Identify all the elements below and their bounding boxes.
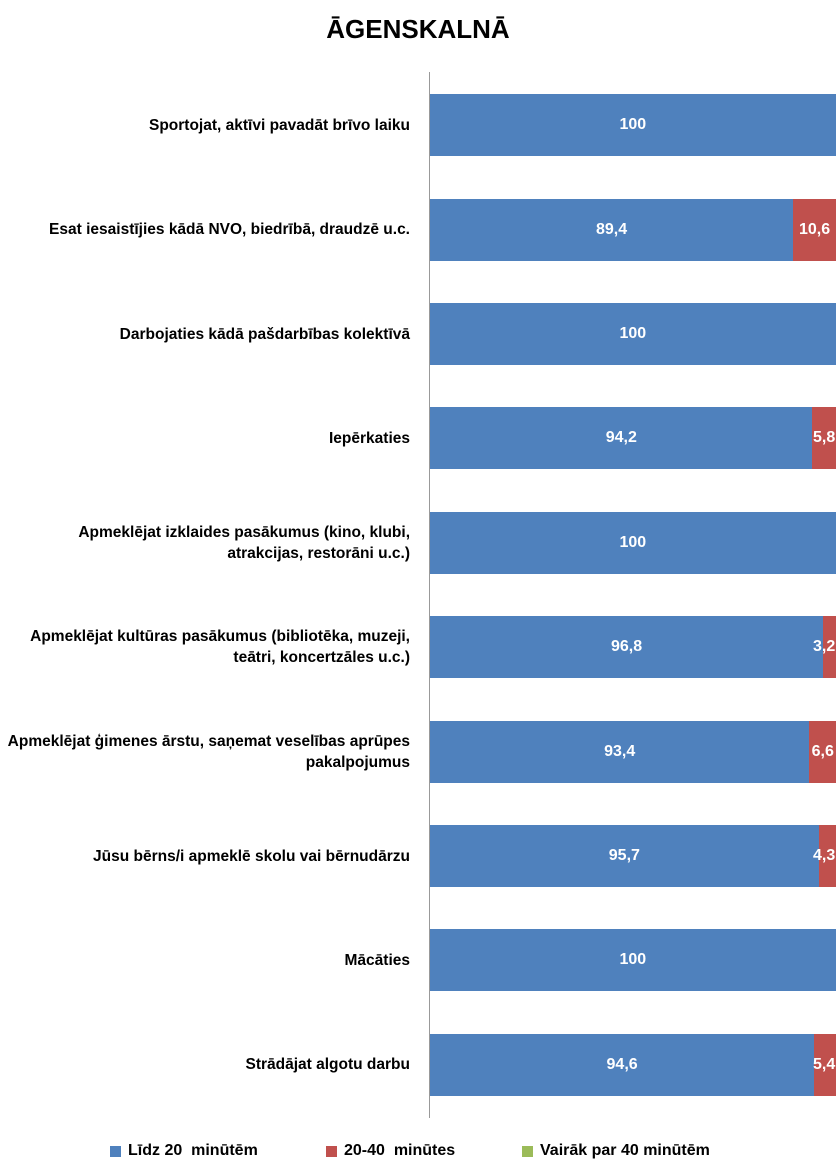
category-label: Iepērkaties — [329, 429, 410, 447]
legend-item: Vairāk par 40 minūtēm — [522, 1142, 710, 1160]
legend-label: Vairāk par 40 minūtēm — [540, 1142, 710, 1159]
bar-segment — [430, 929, 836, 992]
value-label: 93,4 — [604, 742, 636, 760]
category-label: Apmeklējat izklaides pasākumus (kino, kl… — [78, 523, 410, 562]
bar-segment — [792, 198, 836, 261]
bar-segment — [430, 303, 836, 365]
chart-title: ĀGENSKALNĀ — [326, 14, 510, 44]
value-label: 89,4 — [595, 220, 628, 238]
legend-swatch — [326, 1145, 337, 1157]
value-label: 94,2 — [605, 429, 637, 447]
value-label: 100 — [619, 325, 647, 342]
category-label: Strādājat algotu darbu — [245, 1056, 411, 1074]
bar-segment — [809, 720, 836, 783]
value-label: 100 — [619, 533, 647, 551]
legend-label: 20-40 minūtes — [344, 1142, 456, 1159]
category-label: Darbojaties kādā pašdarbības kolektīvā — [119, 325, 410, 343]
value-label: 5,4 — [813, 1055, 836, 1073]
bar-segment — [430, 94, 836, 157]
value-label: 6,6 — [811, 742, 834, 760]
bar-segment — [812, 407, 836, 470]
category-label: Esat iesaistījies kādā NVO, biedrībā, dr… — [49, 221, 410, 239]
value-label: 96,8 — [611, 638, 643, 656]
value-label: 5,8 — [813, 429, 836, 447]
bar-segment — [430, 198, 793, 261]
value-label: 100 — [619, 116, 647, 134]
bar-segment — [430, 1033, 815, 1096]
legend-swatch — [110, 1145, 121, 1157]
legend-label: Līdz 20 minūtēm — [128, 1142, 258, 1159]
value-label: 10,6 — [798, 220, 831, 238]
legend-item: 20-40 minūtes — [326, 1142, 455, 1160]
category-axis — [429, 72, 430, 1118]
legend-item: Līdz 20 minūtēm — [110, 1142, 258, 1160]
bar-segment — [430, 511, 836, 574]
bar-segment — [823, 616, 836, 679]
value-label: 100 — [619, 951, 647, 969]
category-label: Sportojat, aktīvi pavadāt brīvo laiku — [149, 116, 410, 134]
bar-segment — [818, 825, 836, 887]
category-label: Mācāties — [344, 951, 410, 969]
bar-segment — [430, 616, 823, 679]
bar-segment — [430, 825, 819, 887]
legend-swatch — [522, 1145, 533, 1157]
value-label: 4,3 — [813, 847, 836, 864]
value-label: 3,2 — [813, 638, 836, 656]
category-label: Jūsu bērns/i apmeklē skolu vai bērnudārz… — [93, 847, 410, 865]
bar-segment — [430, 407, 813, 470]
category-label: Apmeklējat ģimenes ārstu, saņemat veselī… — [7, 732, 410, 771]
value-label: 95,7 — [608, 847, 640, 864]
bar-segment — [430, 720, 810, 783]
category-label: Apmeklējat kultūras pasākumus (bibliotēk… — [30, 628, 410, 667]
value-label: 94,6 — [606, 1055, 638, 1073]
bar-segment — [814, 1033, 836, 1096]
